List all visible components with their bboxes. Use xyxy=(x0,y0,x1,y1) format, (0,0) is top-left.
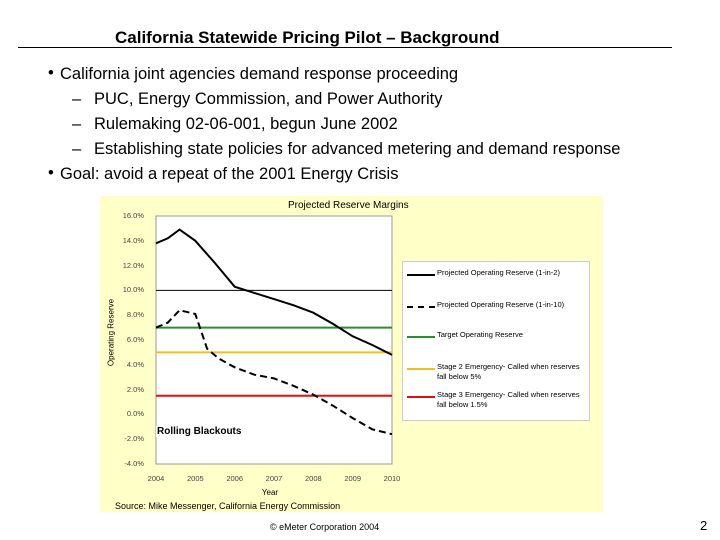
bullet-text: Goal: avoid a repeat of the 2001 Energy … xyxy=(60,165,399,183)
sub-bullet-item: – Rulemaking 02-06-001, begun June 2002 xyxy=(48,112,708,137)
x-tick-label: 2007 xyxy=(265,474,283,483)
legend-swatch xyxy=(407,368,435,370)
bullet-item: Goal: avoid a repeat of the 2001 Energy … xyxy=(48,161,708,187)
sub-bullet-text: PUC, Energy Commission, and Power Author… xyxy=(94,90,443,108)
legend-swatch xyxy=(407,396,435,398)
dash-marker: – xyxy=(72,115,82,133)
legend-label: Projected Operating Reserve (1-in-10) xyxy=(437,300,565,309)
chart-plot xyxy=(155,215,393,465)
bullet-text: California joint agencies demand respons… xyxy=(60,65,459,83)
y-tick-label: 16.0% xyxy=(122,211,144,220)
bullet-item: California joint agencies demand respons… xyxy=(48,61,708,87)
y-tick-label: 2.0% xyxy=(126,384,144,394)
y-tick-label: 0.0% xyxy=(126,409,144,419)
chart-title: Projected Reserve Margins xyxy=(288,200,409,211)
sub-bullet-text: Establishing state policies for advanced… xyxy=(94,140,621,158)
y-tick-label: 6.0% xyxy=(126,335,144,344)
x-tick-label: 2008 xyxy=(304,474,322,483)
bullet-list: California joint agencies demand respons… xyxy=(48,61,708,187)
sub-bullet-item: – PUC, Energy Commission, and Power Autho… xyxy=(48,87,708,112)
y-tick-label: 14.0% xyxy=(122,235,144,245)
footer-copyright: © eMeter Corporation 2004 xyxy=(270,522,380,532)
legend-swatch xyxy=(407,274,435,276)
series-line xyxy=(155,228,393,356)
x-tick-label: 2004 xyxy=(147,474,165,483)
y-tick-label: 12.0% xyxy=(122,260,144,270)
reserve-margins-chart: Projected Reserve Margins Operating Rese… xyxy=(100,196,603,512)
x-tick-label: 2010 xyxy=(383,474,401,483)
y-tick-label: 4.0% xyxy=(126,359,144,369)
legend-label: Target Operating Reserve xyxy=(437,330,523,339)
x-axis-label: Year xyxy=(261,488,279,497)
y-axis-label: Operating Reserve xyxy=(106,298,116,367)
page-number: 2 xyxy=(700,518,708,533)
legend-swatch xyxy=(407,306,435,308)
legend-label: Stage 2 Emergency- Called when reserves … xyxy=(437,362,580,381)
dash-marker: – xyxy=(72,140,82,158)
plot-area xyxy=(155,215,393,465)
chart-legend: Projected Operating Reserve (1-in-2) Pro… xyxy=(402,261,590,421)
legend-label: Stage 3 Emergency- Called when reserves … xyxy=(437,390,580,409)
x-tick-label: 2005 xyxy=(186,474,204,483)
x-tick-label: 2006 xyxy=(226,474,243,483)
legend-swatch xyxy=(407,336,435,338)
series-line xyxy=(155,309,393,436)
title-divider xyxy=(18,47,672,48)
dash-marker: – xyxy=(72,90,82,108)
x-tick-label: 2009 xyxy=(344,474,361,483)
y-tick-label: 10.0% xyxy=(122,285,144,295)
y-tick-label: -4.0% xyxy=(124,459,144,468)
rolling-blackouts-annotation: Rolling Blackouts xyxy=(156,426,243,437)
slide-title: California Statewide Pricing Pilot – Bac… xyxy=(115,28,500,47)
sub-bullet-item: – Establishing state policies for advance… xyxy=(48,137,708,162)
legend-label: Projected Operating Reserve (1-in-2) xyxy=(437,268,560,277)
chart-source: Source: Mike Messenger, California Energ… xyxy=(115,501,341,511)
sub-bullet-text: Rulemaking 02-06-001, begun June 2002 xyxy=(94,115,398,133)
y-tick-label: 8.0% xyxy=(126,310,144,320)
y-tick-label: -2.0% xyxy=(124,434,144,444)
